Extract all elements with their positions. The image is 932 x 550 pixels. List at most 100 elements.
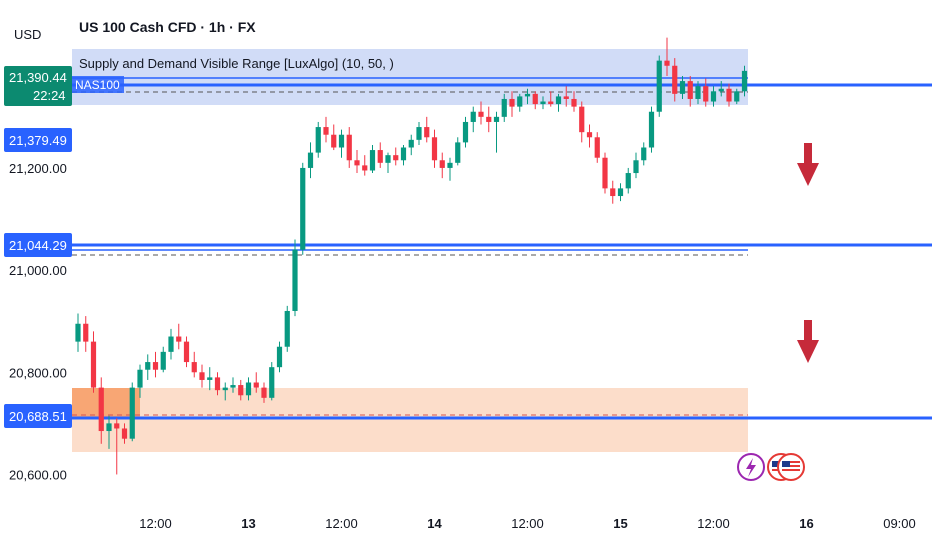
supply-zone xyxy=(72,49,748,105)
candle-body xyxy=(331,134,337,148)
y-tick-label: 21,200.00 xyxy=(9,161,67,176)
candle-body xyxy=(300,167,306,250)
symbol-badge-text: NAS100 xyxy=(75,78,120,92)
candle-body xyxy=(183,341,190,363)
candle-body xyxy=(424,127,430,138)
candle-body xyxy=(455,142,461,163)
candle-body xyxy=(83,323,89,342)
candle-body xyxy=(672,65,678,94)
supply-level-tag xyxy=(4,128,72,152)
symbol-badge xyxy=(72,76,124,93)
candle-body xyxy=(191,362,197,373)
candle-body xyxy=(230,385,236,388)
candle-body xyxy=(602,157,608,189)
candle-body xyxy=(571,98,577,107)
y-axis[interactable]: 21,200.00 21,000.00 20,800.00 20,600.00 xyxy=(9,161,67,483)
candle-body xyxy=(121,428,128,439)
mid-level-text: 21,044.29 xyxy=(9,238,67,253)
candle-body xyxy=(462,121,469,143)
candle-body xyxy=(509,98,515,107)
us-flag-event-icon[interactable] xyxy=(777,453,805,481)
candle-body xyxy=(323,127,329,135)
lightning-event-icon[interactable] xyxy=(737,453,765,481)
y-tick-label: 21,000.00 xyxy=(9,263,67,278)
candle-body xyxy=(431,137,438,161)
demand-zone-strong xyxy=(72,388,140,418)
candle-body xyxy=(98,387,104,432)
candle-body xyxy=(168,336,174,352)
candle-body xyxy=(408,139,414,148)
candle-body xyxy=(284,310,290,347)
candle-body xyxy=(664,60,670,66)
candle-body xyxy=(726,88,732,102)
candle-body xyxy=(548,101,554,105)
candle-body xyxy=(145,362,151,370)
candle-body xyxy=(734,91,740,102)
candle-body xyxy=(633,160,639,174)
candle-body xyxy=(292,249,298,311)
candle-body xyxy=(710,91,717,102)
indicator-label[interactable]: Supply and Demand Visible Range [LuxAlgo… xyxy=(79,56,394,71)
candle-body xyxy=(377,150,383,163)
down-arrow xyxy=(797,320,819,363)
candle-body xyxy=(400,147,407,161)
candle-body xyxy=(493,116,500,122)
candle-body xyxy=(276,346,283,368)
candle-body xyxy=(478,111,484,117)
demand-level-text: 20,688.51 xyxy=(9,409,67,424)
candle-body xyxy=(579,106,585,133)
candle-body xyxy=(656,60,662,112)
x-tick-label: 12:00 xyxy=(325,516,358,531)
candle-body xyxy=(439,160,445,168)
x-tick-label: 12:00 xyxy=(511,516,544,531)
candle-body xyxy=(617,188,624,197)
candle-body xyxy=(517,96,523,107)
candle-body xyxy=(307,152,314,168)
candle-body xyxy=(532,93,538,105)
candle-body xyxy=(152,362,159,370)
candle-body xyxy=(447,162,453,168)
last-price-tag xyxy=(4,66,72,106)
x-tick-label: 14 xyxy=(427,516,442,531)
candle-body xyxy=(222,387,228,391)
candle-body xyxy=(245,382,252,396)
candle-body xyxy=(501,98,507,117)
candle-body xyxy=(610,188,616,197)
x-tick-label: 16 xyxy=(799,516,813,531)
candle-body xyxy=(261,387,267,398)
candle-body xyxy=(741,70,748,92)
zones-layer xyxy=(72,49,748,452)
candle-body xyxy=(416,127,422,140)
candle-body xyxy=(106,423,112,432)
candle-body xyxy=(703,86,709,102)
candle-body xyxy=(555,96,562,105)
candle-body xyxy=(338,134,345,148)
candles-layer xyxy=(75,37,748,475)
candle-body xyxy=(253,382,259,388)
down-arrow xyxy=(797,143,819,186)
y-tick-label: 20,600.00 xyxy=(9,467,67,482)
candle-body xyxy=(369,150,376,171)
candle-body xyxy=(586,132,593,138)
x-tick-label: 12:00 xyxy=(139,516,172,531)
last-price-text: 21,390.44 xyxy=(9,70,67,85)
candle-body xyxy=(540,101,546,105)
candle-body xyxy=(199,372,205,380)
supply-level-text: 21,379.49 xyxy=(9,133,67,148)
x-tick-label: 09:00 xyxy=(883,516,916,531)
x-tick-label: 15 xyxy=(613,516,627,531)
candle-body xyxy=(238,385,244,396)
x-tick-label: 12:00 xyxy=(697,516,730,531)
candle-body xyxy=(718,88,724,92)
candle-body xyxy=(346,134,352,161)
candle-body xyxy=(679,81,686,94)
symbol-title[interactable]: US 100 Cash CFD · 1h · FX xyxy=(79,19,256,35)
candle-body xyxy=(354,160,360,166)
demand-zone xyxy=(72,388,748,452)
candle-body xyxy=(269,367,275,398)
candle-body xyxy=(214,377,221,391)
candle-body xyxy=(207,377,213,380)
candle-body xyxy=(160,351,166,370)
